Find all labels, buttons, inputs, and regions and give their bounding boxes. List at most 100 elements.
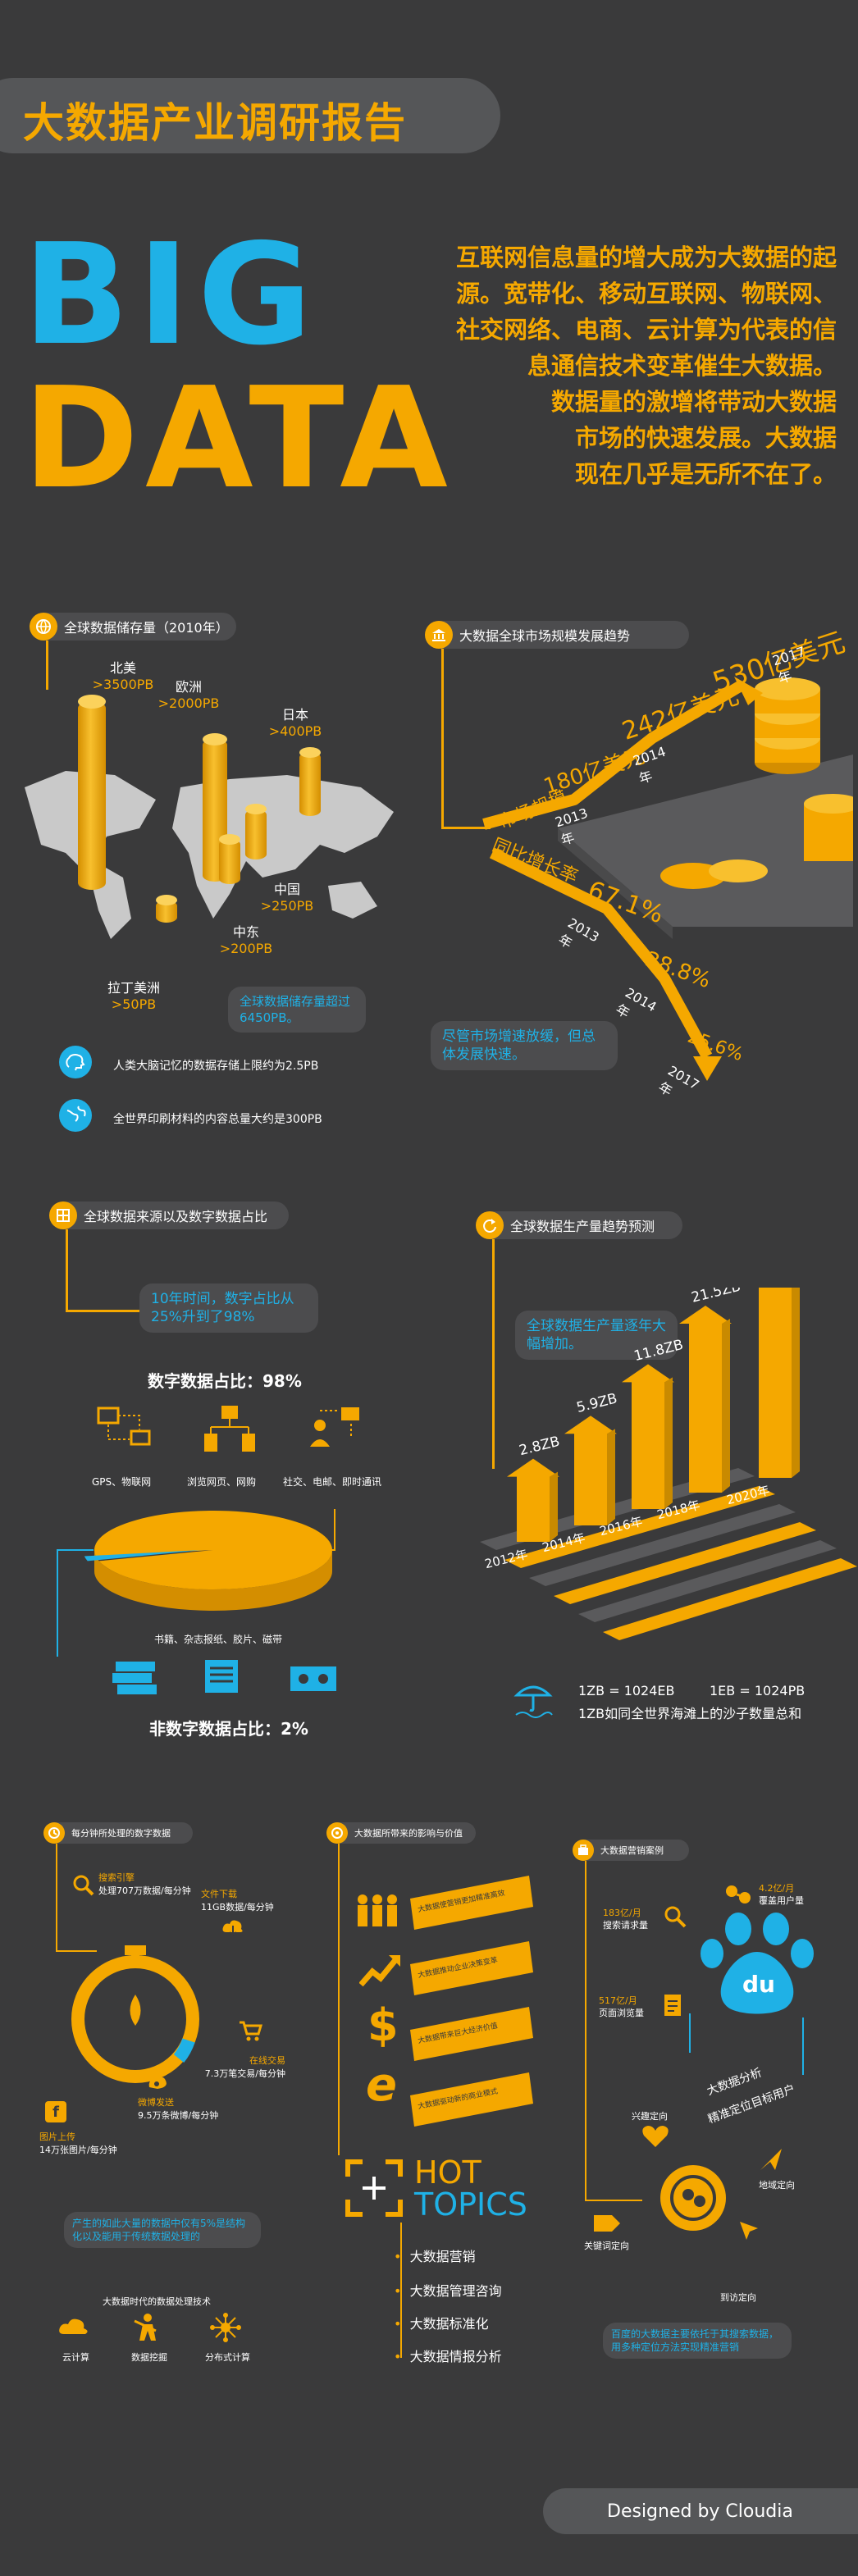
intro-line: 现在几乎是无所不在了。 (574, 460, 837, 488)
download-icon (221, 1917, 244, 1942)
value-label: >200PB (219, 941, 273, 956)
baidu-stat-users: 4.2亿/月 覆盖用户量 (759, 1882, 804, 1907)
header-connector (56, 1844, 57, 1950)
item-name: 文件下载 (201, 1889, 237, 1899)
growth-icon (358, 1952, 402, 1991)
production-header: 全球数据生产量趋势预测 (476, 1211, 682, 1239)
data-word: DATA (23, 358, 454, 520)
storage-fact-brain: 人类大脑记忆的数据存储上限约为2.5PB (113, 1060, 319, 1073)
item-name: 微博发送 (138, 2097, 174, 2108)
clock-icon (43, 1822, 65, 1844)
digital-item-social: 社交、电邮、即时通讯 (283, 1476, 382, 1488)
intro-text: 互联网信息量的增大成为大数据的起 源。宽带化、移动互联网、物联网、 社交网络、电… (345, 239, 837, 492)
magnifier-icon (663, 1904, 687, 1932)
production-value-label: 2.8ZB (518, 1434, 562, 1460)
arrow-head-icon (693, 1056, 722, 1081)
pointer-icon (737, 2218, 761, 2246)
search-icon (72, 1874, 95, 1900)
item-value: 7.3万笔交易/每分钟 (204, 2068, 285, 2079)
baidu-header-text: 大数据营销案例 (600, 1845, 664, 1856)
value-label: >250PB (260, 898, 314, 914)
stat-value: 517亿/月 (599, 1995, 637, 2006)
baidu-connector (689, 2013, 691, 2053)
globe-icon (30, 613, 57, 641)
market-header-text: 大数据全球市场规模发展趋势 (459, 628, 631, 644)
production-bar (564, 1416, 617, 1525)
intro-line: 市场的快速发展。大数据 (574, 424, 837, 452)
production-floor-stripe (529, 1504, 796, 1586)
production-bar-side (664, 1377, 673, 1509)
page-title: 大数据产业调研报告 (23, 99, 407, 147)
target-keyword: 关键词定向 (584, 2241, 629, 2251)
digital-item-gps: GPS、物联网 (92, 1476, 152, 1488)
production-note: 全球数据生产量逐年大幅增加。 (515, 1311, 678, 1360)
tech-distributed: 分布式计算 (205, 2352, 250, 2363)
coin-icon (709, 859, 768, 882)
digital-share: 数字数据占比：98% (148, 1371, 302, 1391)
storage-label-me: 中东 >200PB (209, 924, 283, 957)
topic-item: • 大数据情报分析 (394, 2349, 502, 2364)
tech-cloud: 云计算 (62, 2352, 89, 2363)
social-icon (302, 1404, 367, 1458)
mining-icon (131, 2313, 164, 2346)
grid-icon (49, 1201, 77, 1229)
hot-topics-icon (345, 2159, 404, 2221)
header-connector (441, 649, 444, 829)
storage-bar-cap (156, 895, 177, 905)
pie-leader-line (57, 1549, 94, 1657)
header-connector (585, 1861, 586, 2201)
topic-text: 大数据情报分析 (409, 2349, 502, 2364)
heart-icon (641, 2124, 669, 2152)
document-icon (663, 1993, 684, 2021)
target-icon (326, 1822, 348, 1844)
production-bar (759, 1288, 792, 1478)
coin-stack-icon (755, 677, 820, 774)
brain-icon (59, 1046, 92, 1078)
topics-connector (400, 2223, 402, 2358)
storage-header: 全球数据储存量（2010年） (30, 613, 236, 641)
minute-search: 搜索引擎 处理707万数据/每分钟 (98, 1872, 191, 1898)
production-bar-side (607, 1429, 615, 1525)
value-label: >400PB (268, 723, 322, 739)
region-label: 中东 (232, 924, 259, 940)
baidu-stat-search: 183亿/月 搜索请求量 (603, 1907, 648, 1931)
title-banner (0, 78, 500, 153)
header-connector (441, 827, 491, 829)
minute-weibo: 微博发送 9.5万条微博/每分钟 (138, 2096, 218, 2122)
earth-icon (59, 1099, 92, 1132)
storage-note: 全球数据储存量超过6450PB。 (228, 987, 366, 1033)
topics-label: TOPICS (414, 2186, 527, 2223)
topic-text: 大数据管理咨询 (409, 2283, 502, 2299)
distributed-icon (209, 2313, 242, 2346)
people-icon (354, 1893, 400, 1932)
region-label: 欧洲 (175, 679, 202, 695)
market-arrows (482, 677, 763, 1081)
credit-banner (543, 2488, 858, 2534)
topic-item: • 大数据标准化 (394, 2316, 489, 2332)
ie-icon: e (366, 2059, 397, 2112)
production-value-label: 21.5ZB (690, 1288, 742, 1306)
value-label: >50PB (111, 996, 157, 1012)
baidu-stat-pv: 517亿/月 页面浏览量 (599, 1995, 644, 2019)
unit-zb: 1ZB = 1024EB (578, 1683, 675, 1698)
target-interest: 兴趣定向 (632, 2111, 668, 2122)
storage-label-la: 拉丁美洲 >50PB (97, 980, 171, 1013)
production-bar (507, 1458, 559, 1542)
web-icon (201, 1404, 258, 1458)
header-connector (46, 641, 48, 690)
item-value: 处理707万数据/每分钟 (98, 1885, 191, 1896)
unit-sand: 1ZB如同全世界海滩上的沙子数量总和 (578, 1706, 802, 1721)
impact-cards (410, 1876, 533, 2127)
intro-line: 互联网信息量的增大成为大数据的起 (455, 244, 837, 271)
item-name: 在线交易 (249, 2055, 285, 2066)
market-scale-line (482, 679, 746, 830)
topic-item: • 大数据管理咨询 (394, 2283, 502, 2299)
header-connector (338, 1844, 340, 2155)
storage-fact-print: 全世界印刷材料的内容总量大约是300PB (113, 1113, 322, 1126)
header-connector (66, 1229, 68, 1311)
header-connector (585, 2200, 642, 2201)
users-icon (722, 1883, 755, 1913)
production-value-label: 11.8ZB (632, 1337, 685, 1365)
tape-icon (289, 1665, 338, 1696)
production-bar-side (550, 1471, 558, 1542)
